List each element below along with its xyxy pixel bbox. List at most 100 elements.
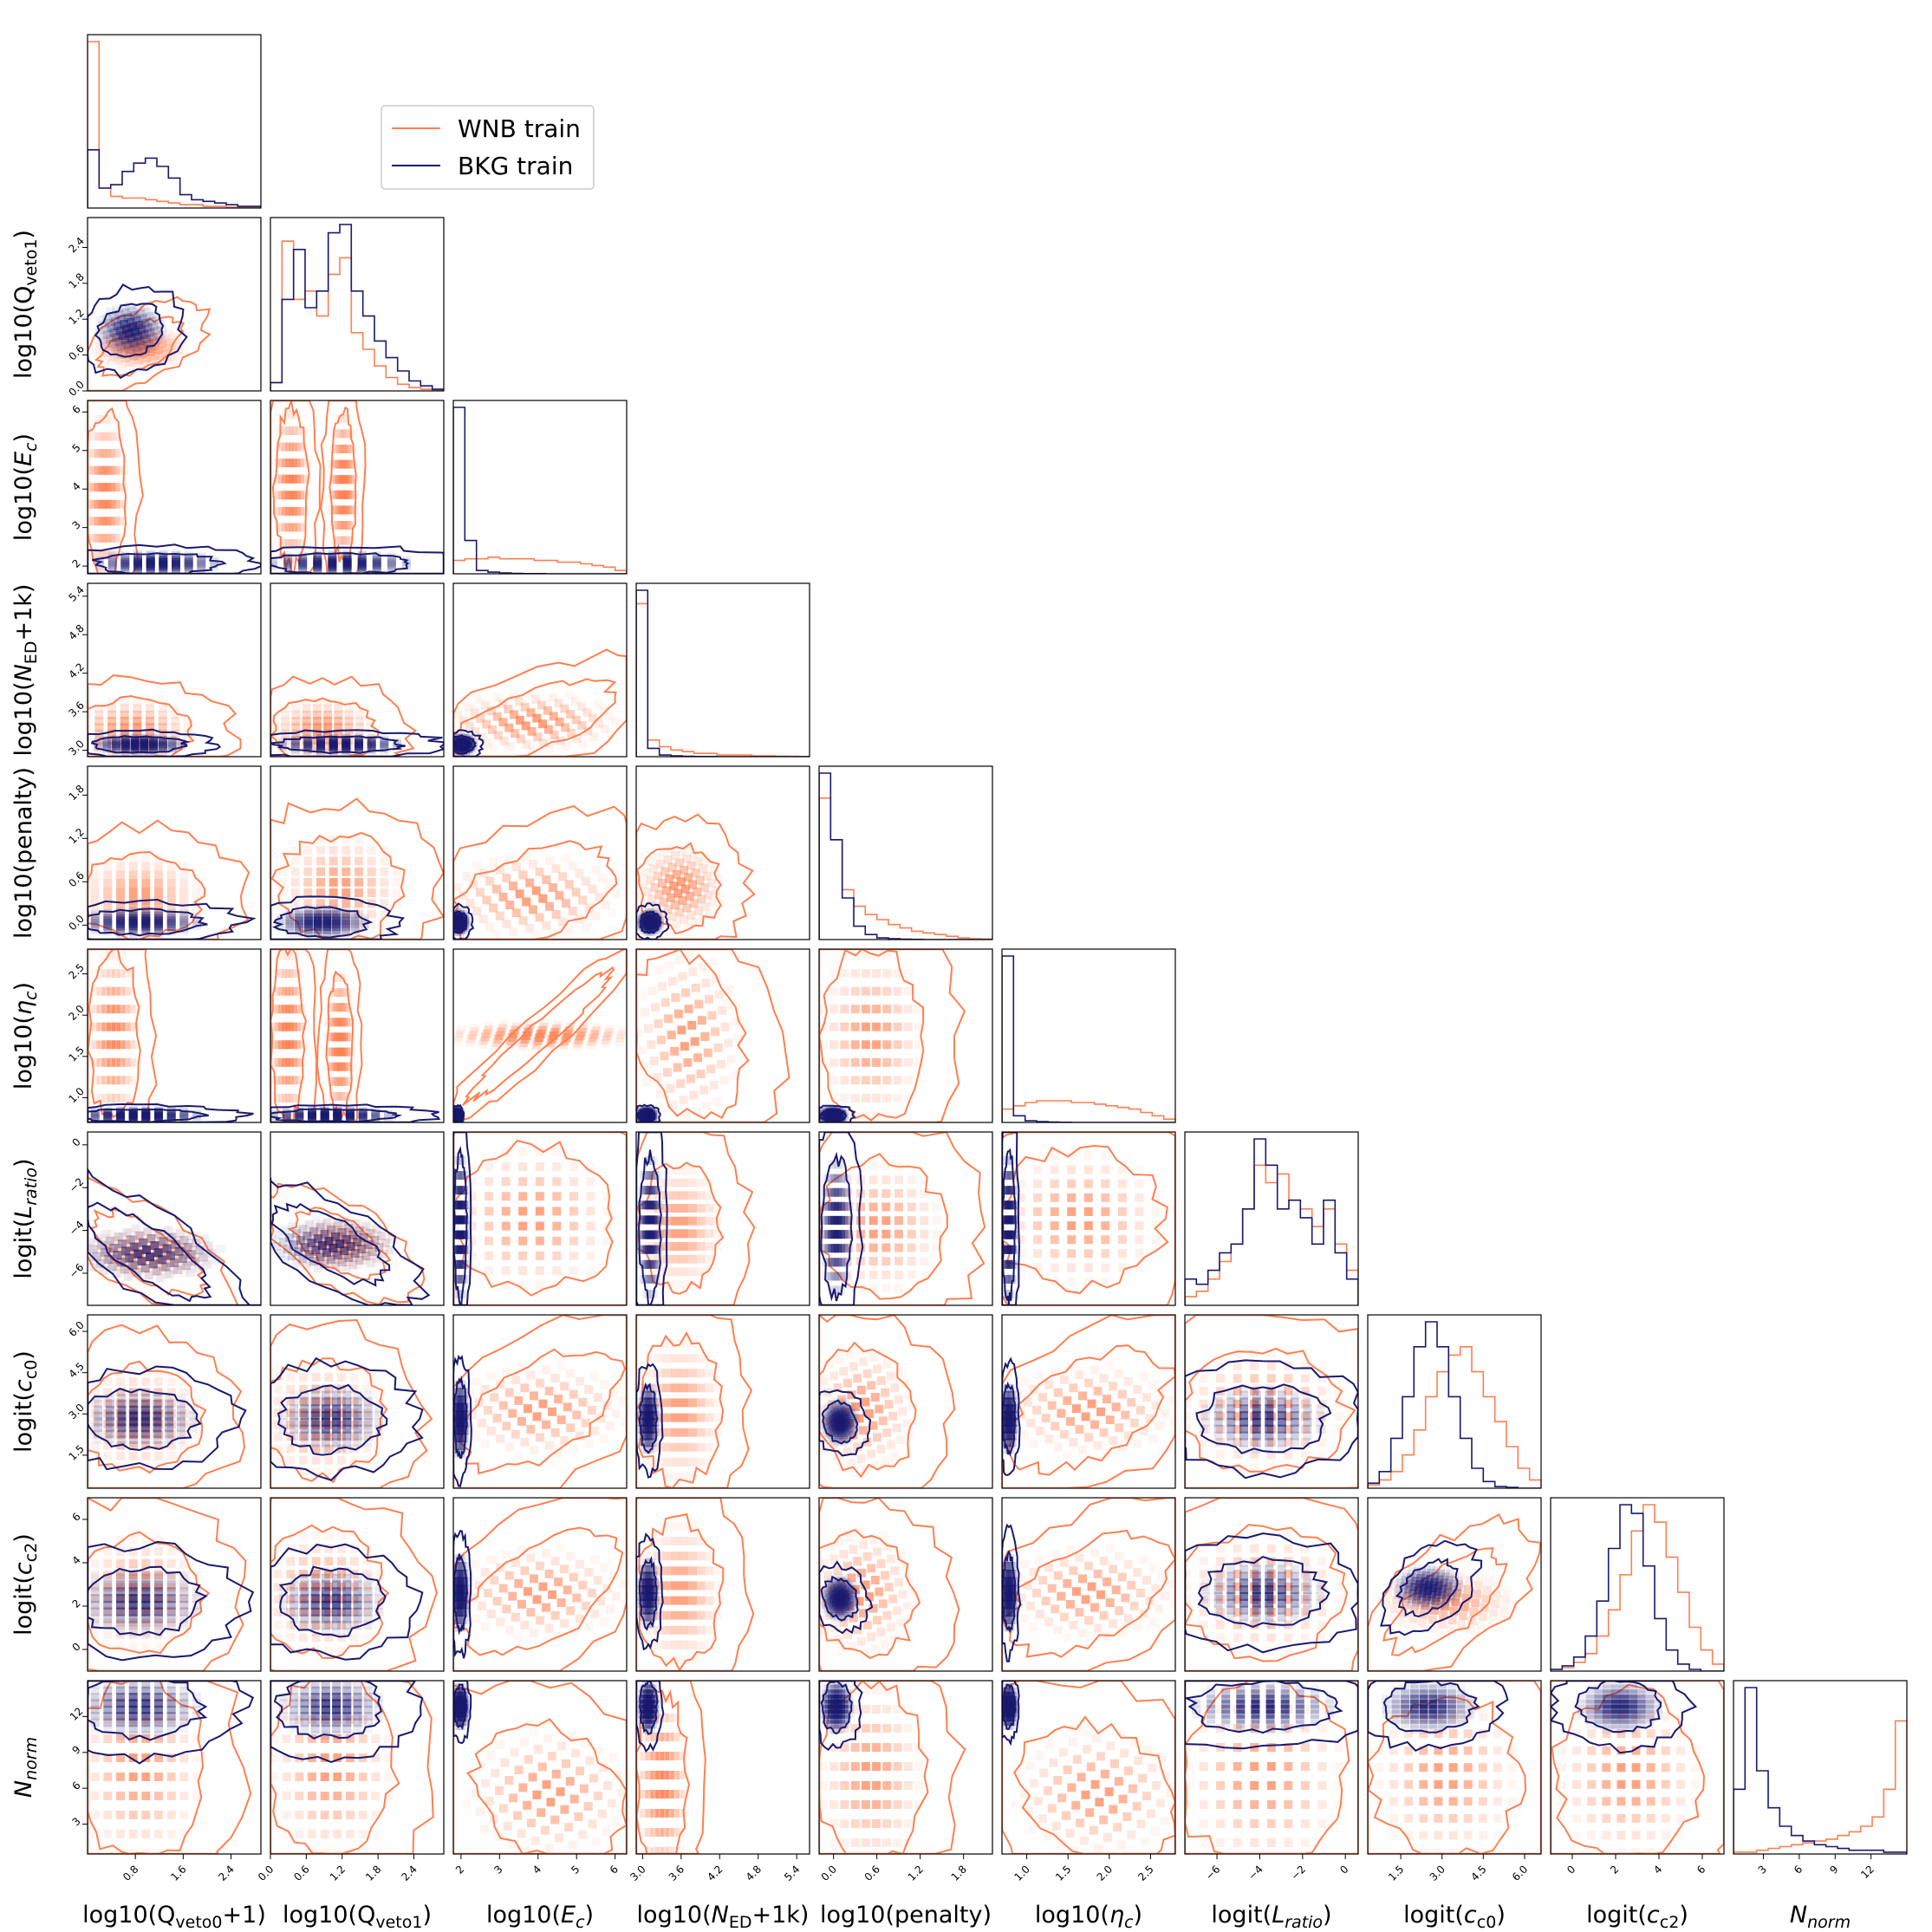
density-cell-wnb	[643, 888, 653, 896]
density-cell-wnb	[98, 568, 107, 574]
density-cell-wnb	[107, 1057, 116, 1067]
density-cell-bkg	[646, 1411, 655, 1421]
density-cell-wnb	[107, 1093, 116, 1103]
density-cell-wnb	[535, 867, 544, 876]
density-cell-wnb	[326, 1091, 335, 1101]
density-cell-wnb	[154, 1367, 163, 1376]
density-cell-wnb	[329, 1091, 338, 1101]
density-cell-bkg	[335, 1239, 345, 1248]
density-cell-bkg	[142, 335, 152, 344]
density-cell-wnb	[1067, 1235, 1077, 1245]
panel-frame-5-1	[270, 948, 445, 1123]
density-cell-wnb	[111, 1040, 120, 1050]
density-cell-wnb	[636, 1044, 646, 1054]
density-cell-bkg	[653, 1274, 662, 1284]
density-cell-bkg	[827, 1160, 836, 1169]
density-cell-bkg	[141, 1594, 151, 1603]
density-cell-wnb	[144, 1271, 153, 1280]
density-cell-wnb	[90, 1408, 100, 1418]
density-cell-wnb	[850, 1076, 860, 1085]
density-cell-wnb	[830, 1270, 840, 1279]
density-cell-wnb	[511, 1376, 520, 1384]
density-cell-bkg	[303, 907, 313, 916]
density-cell-wnb	[882, 1076, 892, 1085]
panel-content-6-0	[88, 1168, 261, 1305]
density-cell-wnb	[1083, 1235, 1093, 1245]
density-cell-bkg	[90, 1110, 100, 1120]
density-cell-bkg	[1010, 1417, 1019, 1427]
density-cell-wnb	[1135, 1263, 1144, 1272]
density-cell-wnb	[654, 1191, 663, 1200]
density-cell-wnb	[1135, 1193, 1144, 1202]
density-cell-wnb	[116, 341, 126, 350]
density-cell-wnb	[457, 1025, 466, 1035]
density-cell-bkg	[822, 1201, 830, 1211]
density-cell-bkg	[120, 1265, 129, 1274]
density-cell-bkg	[833, 1160, 842, 1169]
density-cell-wnb	[1078, 1391, 1087, 1401]
density-cell-wnb	[117, 350, 126, 359]
density-cell-bkg	[454, 1109, 464, 1118]
panel-content-5-5	[1002, 955, 1175, 1122]
density-cell-wnb	[324, 1384, 334, 1394]
density-cell-bkg	[453, 1186, 460, 1195]
density-cell-wnb	[334, 1077, 343, 1086]
density-cell-wnb	[366, 736, 374, 745]
density-cell-wnb	[127, 1040, 136, 1050]
density-cell-wnb	[705, 1178, 714, 1187]
density-cell-wnb	[1069, 1383, 1078, 1393]
density-cell-bkg	[1002, 1390, 1009, 1400]
density-cell-wnb	[116, 1583, 125, 1592]
density-cell-bkg	[1006, 1424, 1016, 1434]
density-cell-bkg	[129, 1242, 139, 1252]
density-cell-wnb	[102, 550, 112, 560]
density-cell-bkg	[103, 1109, 113, 1118]
density-cell-wnb	[1050, 1151, 1059, 1161]
density-cell-bkg	[839, 1201, 849, 1211]
density-cell-wnb	[98, 415, 107, 424]
density-cell-wnb	[108, 352, 118, 361]
density-cell-wnb	[128, 870, 138, 880]
density-cell-wnb	[1083, 1277, 1093, 1286]
density-cell-wnb	[127, 1057, 136, 1067]
density-cell-bkg	[456, 910, 465, 920]
density-cell-wnb	[455, 1029, 465, 1038]
density-cell-wnb	[303, 909, 313, 919]
density-cell-bkg	[116, 1566, 125, 1576]
density-cell-wnb	[1059, 1376, 1069, 1384]
density-cell-wnb	[1233, 1450, 1242, 1460]
density-cell-wnb	[505, 855, 515, 864]
density-cell-bkg	[829, 1405, 838, 1415]
panel-frame-7-7	[1367, 1314, 1542, 1489]
density-cell-wnb	[840, 1093, 849, 1103]
density-cell-bkg	[112, 745, 121, 755]
density-cell-bkg	[125, 1253, 134, 1263]
density-cell-bkg	[295, 907, 304, 916]
density-cell-wnb	[158, 742, 167, 751]
density-cell-wnb	[116, 1057, 126, 1067]
density-cell-bkg	[290, 734, 300, 744]
density-cell-bkg	[295, 1110, 304, 1120]
density-cell-wnb	[317, 1250, 326, 1259]
density-cell-bkg	[651, 1259, 660, 1269]
density-cell-bkg	[456, 1274, 465, 1284]
density-cell-bkg	[93, 741, 102, 750]
density-cell-wnb	[855, 1414, 864, 1423]
density-cell-bkg	[638, 925, 647, 934]
y-tick-label: 2.0	[66, 1003, 86, 1023]
density-cell-bkg	[1009, 1397, 1018, 1407]
density-cell-wnb	[340, 521, 349, 530]
density-cell-bkg	[647, 1404, 657, 1414]
density-cell-wnb	[531, 886, 541, 895]
density-cell-bkg	[329, 736, 338, 745]
density-cell-bkg	[332, 910, 342, 920]
density-cell-bkg	[192, 1113, 201, 1122]
density-cell-wnb	[179, 879, 189, 888]
density-cell-bkg	[458, 1402, 467, 1412]
density-cell-wnb	[453, 1192, 459, 1201]
density-cell-bkg	[179, 914, 189, 923]
density-cell-wnb	[154, 888, 163, 897]
density-cell-wnb	[331, 973, 341, 982]
density-cell-bkg	[166, 916, 176, 926]
density-cell-wnb	[339, 1018, 348, 1027]
